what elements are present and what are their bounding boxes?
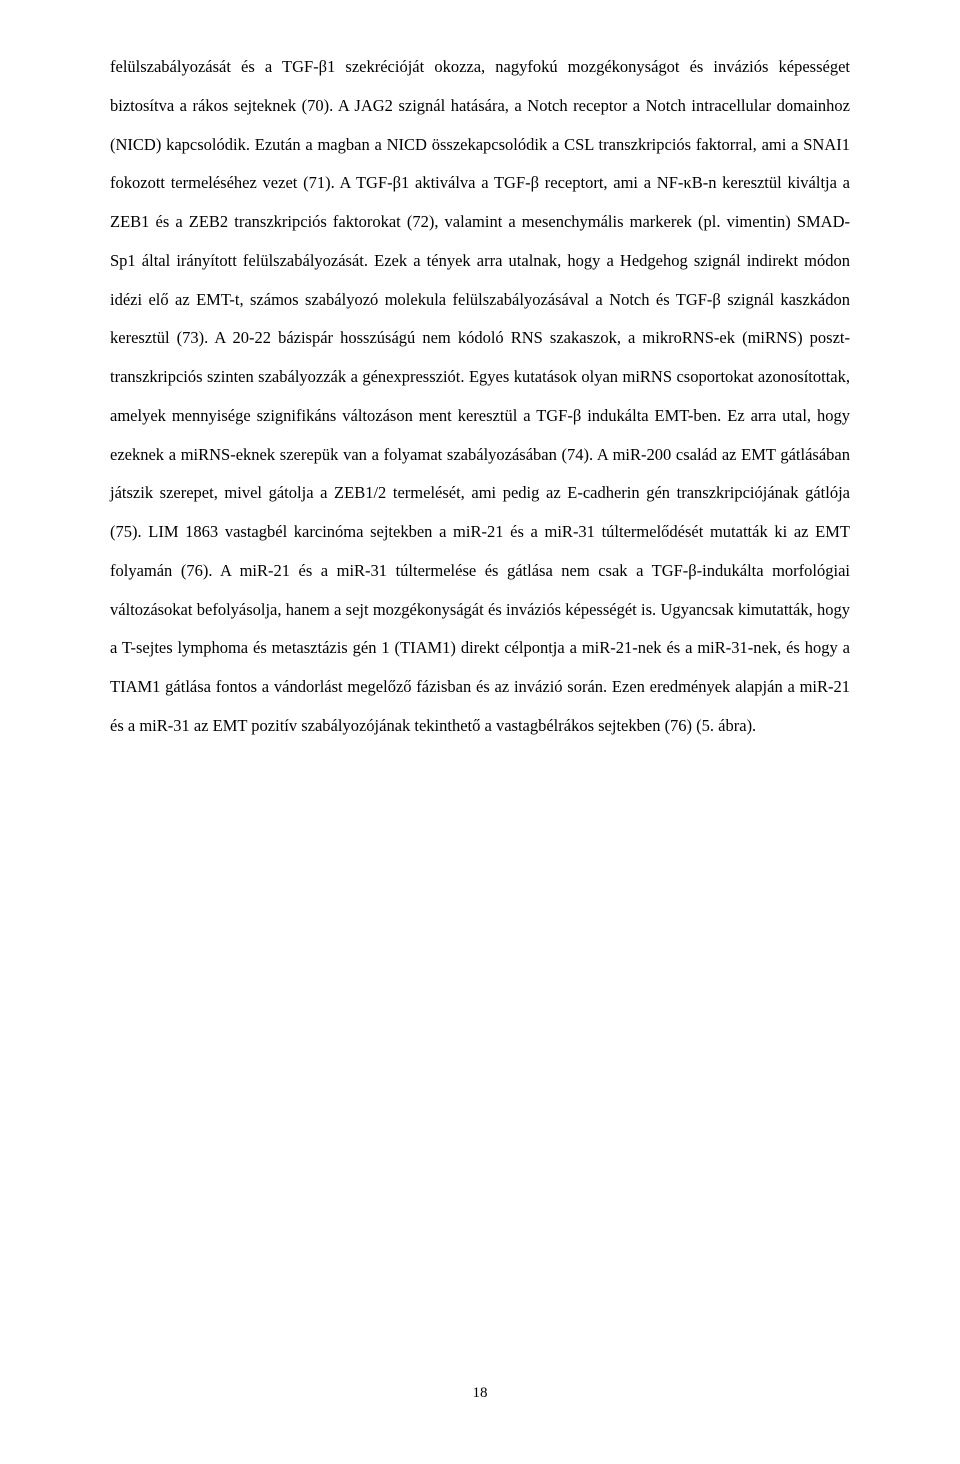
page-number: 18 — [0, 1385, 960, 1402]
page-content: felülszabályozását és a TGF-β1 szekréció… — [0, 0, 960, 746]
body-paragraph: felülszabályozását és a TGF-β1 szekréció… — [110, 48, 850, 746]
